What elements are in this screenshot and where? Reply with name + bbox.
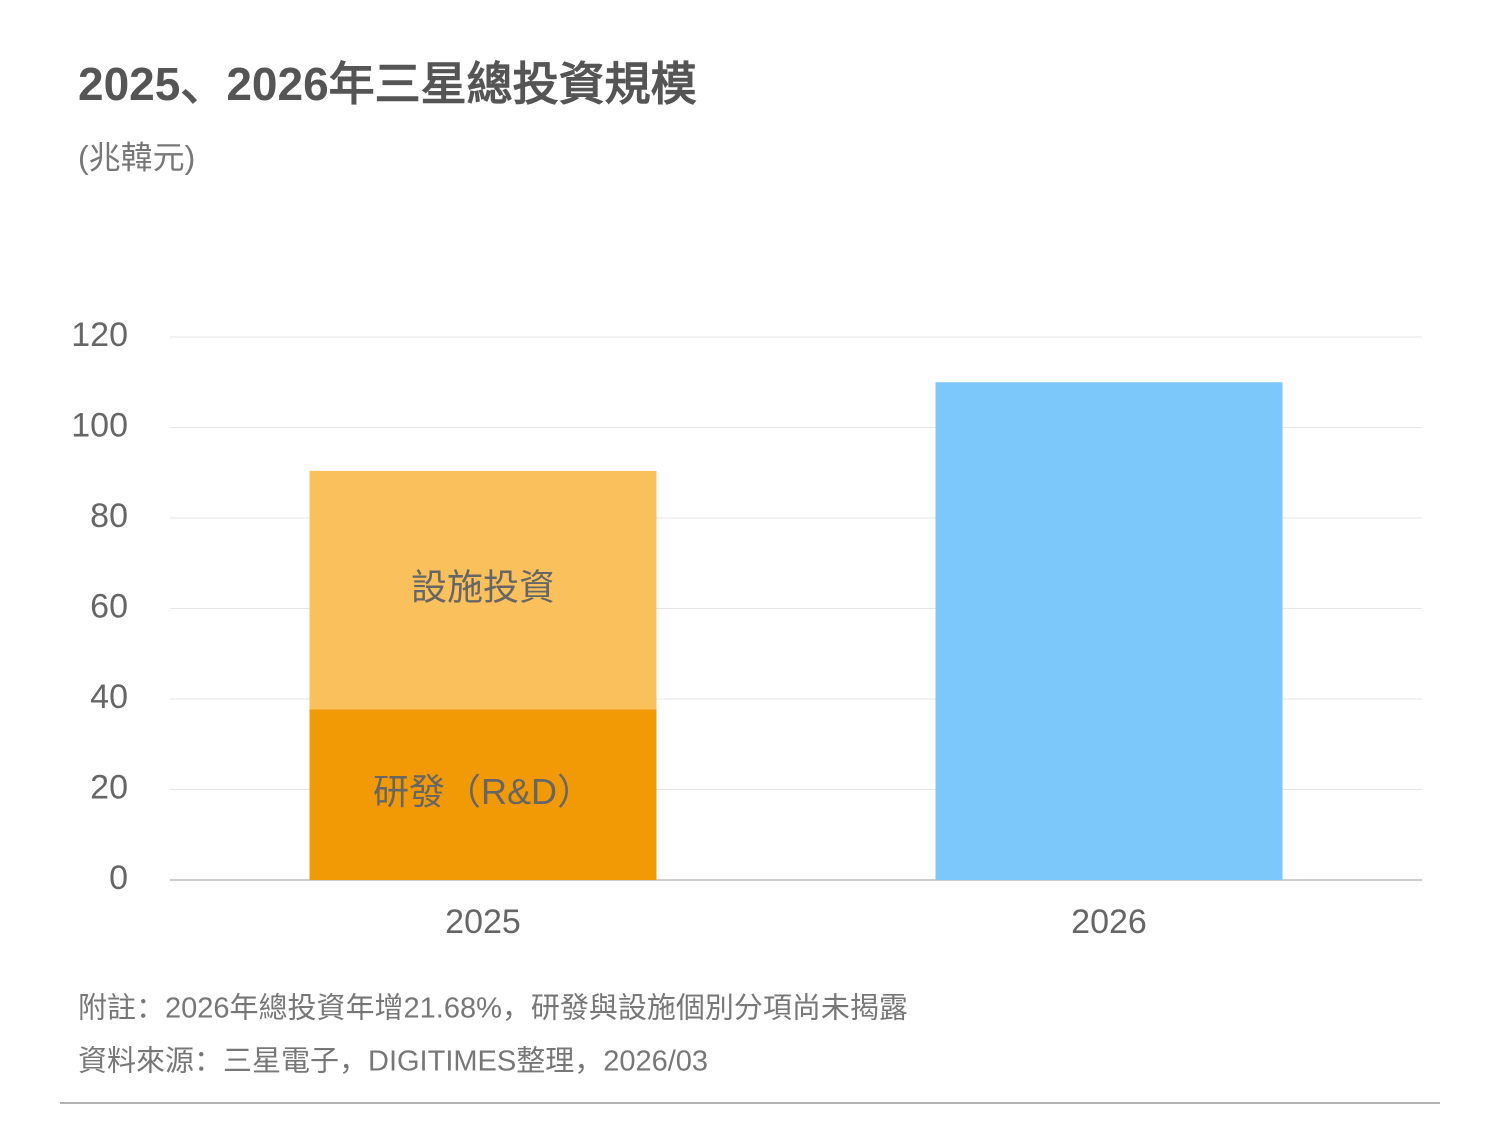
y-tick-label: 0 [109,859,128,897]
x-tick-label: 2026 [1071,903,1147,941]
y-tick-label: 80 [90,497,128,535]
y-tick-label: 60 [90,587,128,625]
chart-subtitle: (兆韓元) [78,139,195,175]
bar-segment [309,709,657,880]
source-note: 資料來源：三星電子，DIGITIMES整理，2026/03 [78,1045,708,1078]
segment-label: 研發（R&D） [373,771,593,812]
segment-label: 設施投資 [411,567,555,608]
y-tick-label: 120 [71,316,128,354]
footnote: 附註：2026年總投資年增21.68%，研發與設施個別分項尚未揭露 [78,992,908,1025]
bar-segment [309,470,657,710]
y-tick-label: 40 [90,678,128,716]
y-tick-label: 100 [71,406,128,444]
y-tick-label: 20 [90,768,128,806]
x-tick-label: 2025 [445,903,521,941]
bar-segment [935,382,1283,880]
chart-title: 2025、2026年三星總投資規模 [78,58,697,110]
